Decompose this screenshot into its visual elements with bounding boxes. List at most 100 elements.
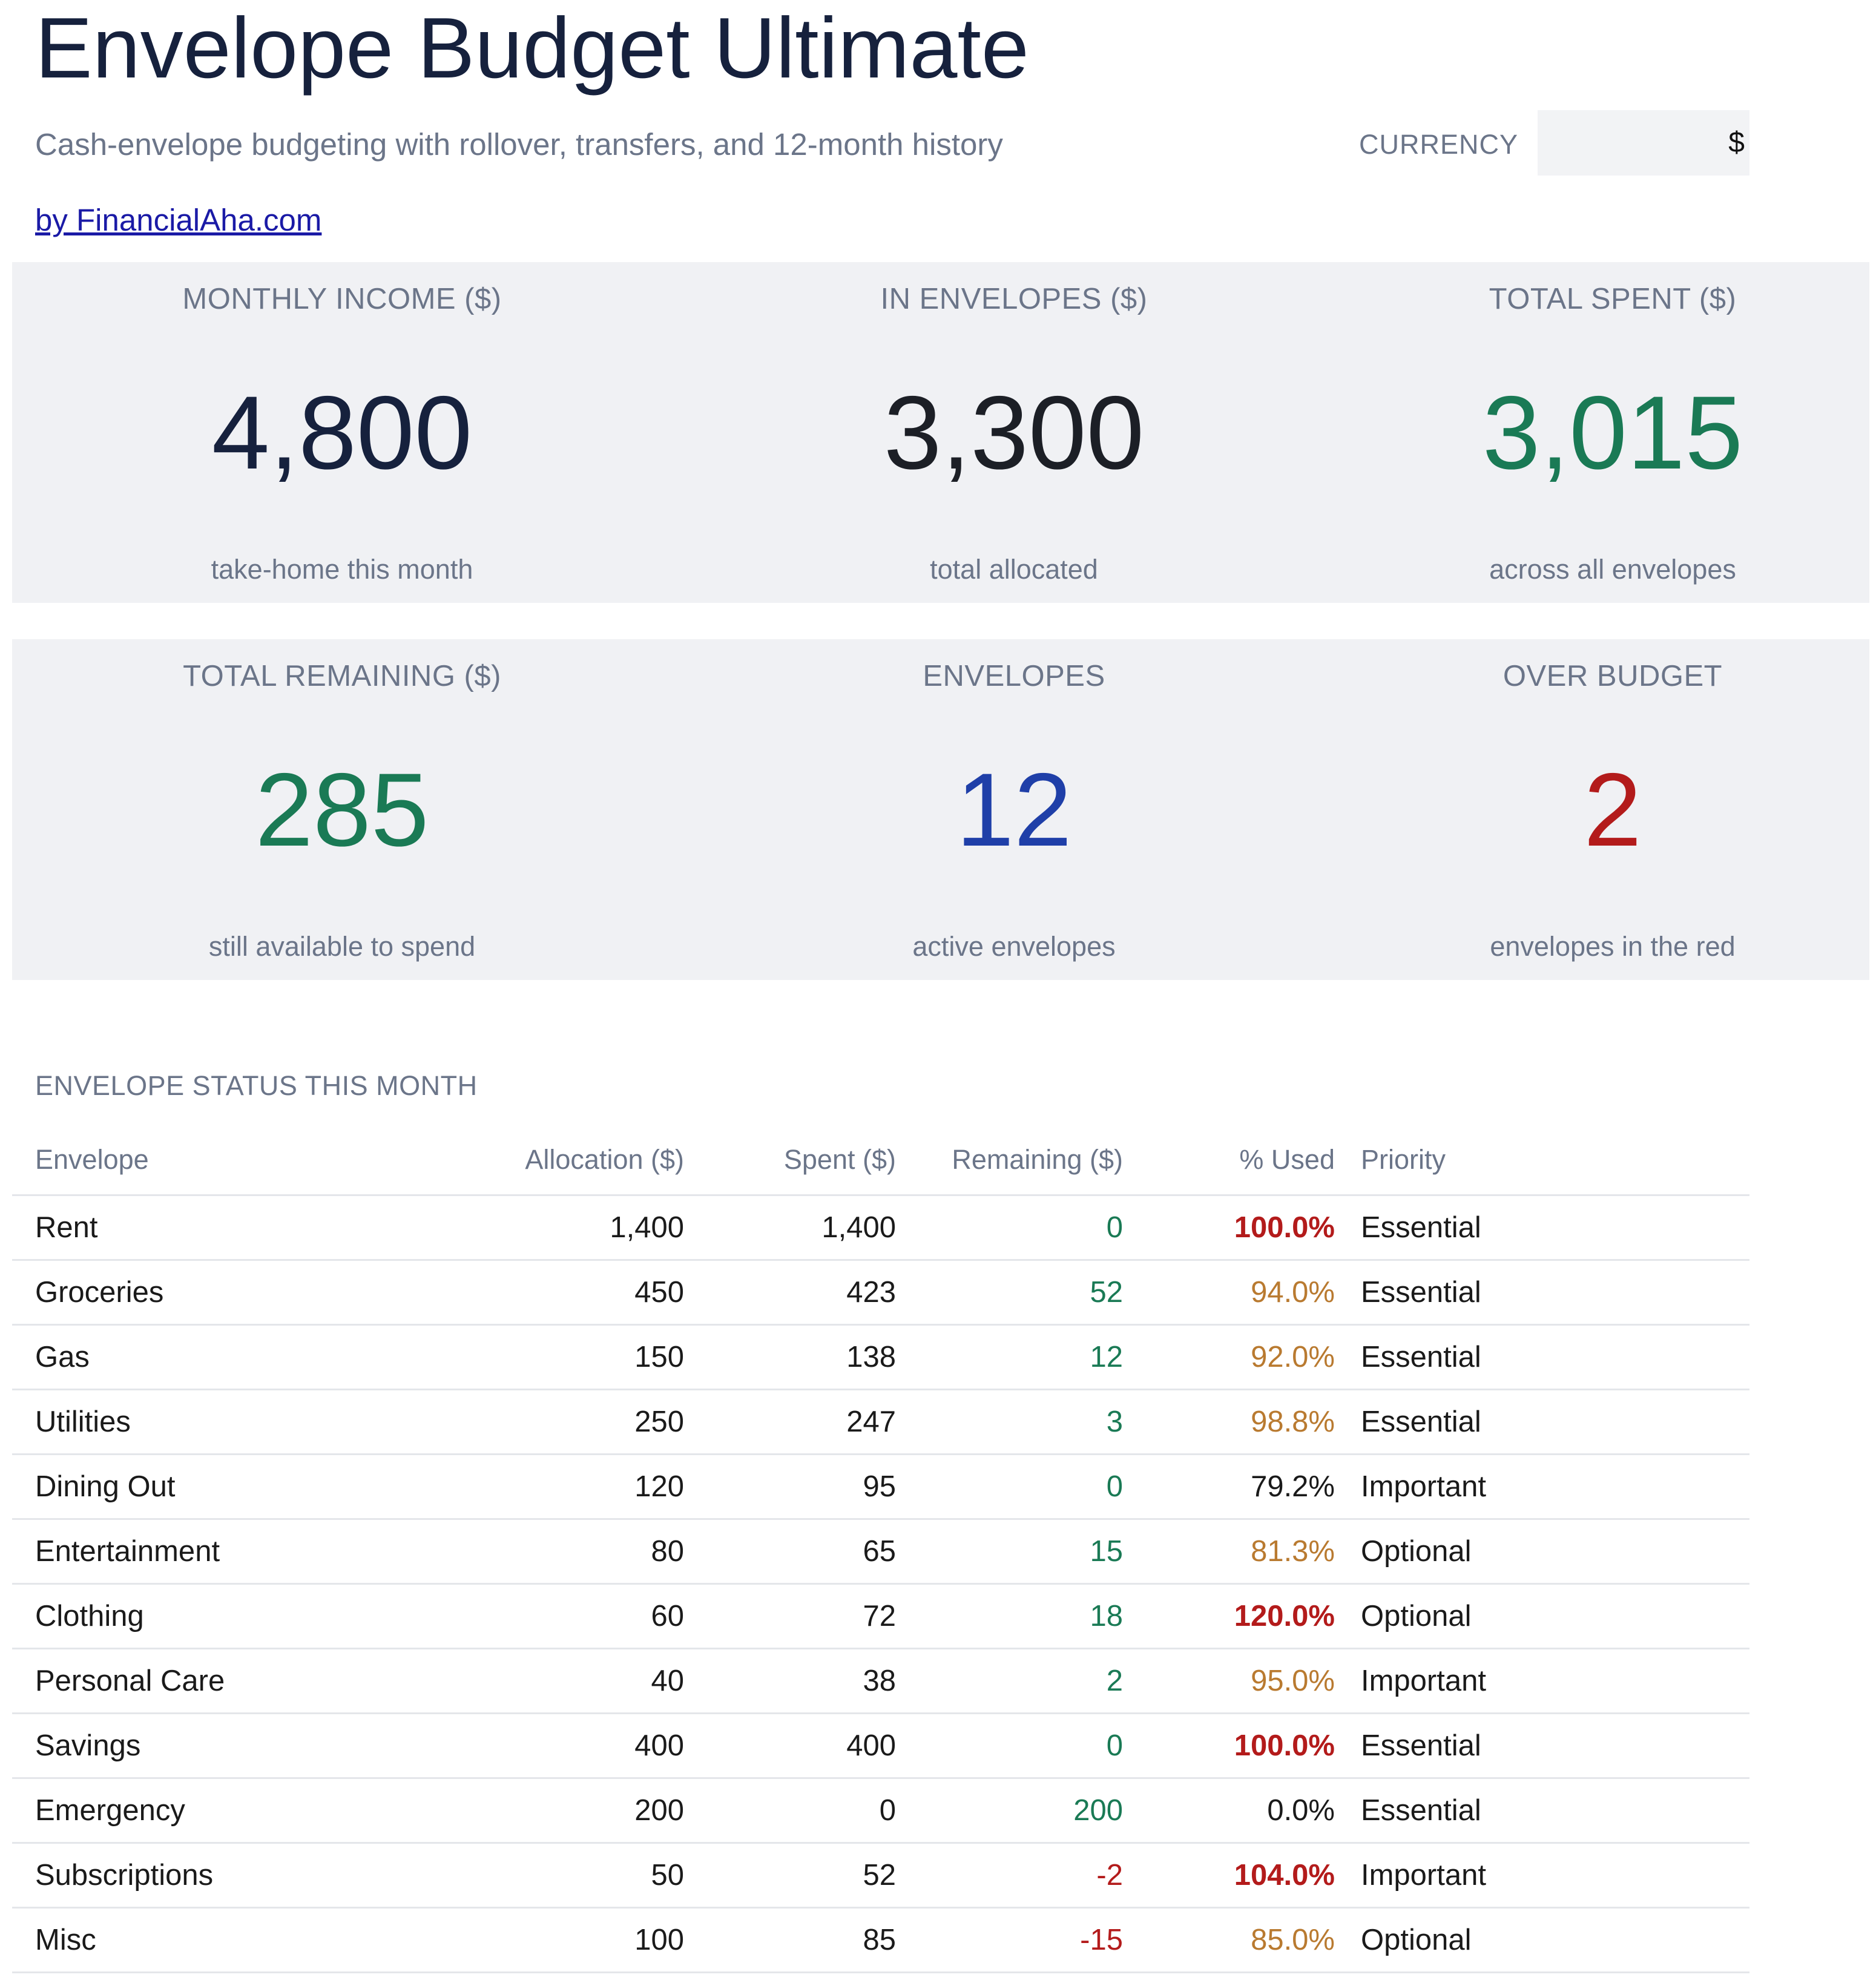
cell-envelope: Entertainment: [35, 1535, 220, 1568]
cell-remaining: -15: [1080, 1924, 1123, 1956]
table-row[interactable]: Misc 100 85 -15 85.0% Optional: [12, 1909, 1749, 1973]
cell-remaining: 15: [1090, 1535, 1123, 1568]
cell-allocation: 1,400: [610, 1211, 684, 1244]
kpi-value: 4,800: [211, 375, 473, 491]
cell-percent-used: 92.0%: [1251, 1341, 1335, 1373]
cell-spent: 0: [879, 1794, 896, 1827]
cell-allocation: 150: [634, 1341, 684, 1373]
page-title: Envelope Budget Ultimate: [35, 0, 1029, 96]
cell-envelope: Misc: [35, 1924, 96, 1956]
kpi-label: TOTAL REMAINING ($): [183, 660, 501, 692]
cell-envelope: Savings: [35, 1729, 141, 1762]
kpi-over-budget: OVER BUDGET 2 envelopes in the red: [1356, 639, 1869, 980]
kpi-label: IN ENVELOPES ($): [880, 283, 1148, 315]
cell-remaining: 0: [1106, 1211, 1123, 1244]
section-title: ENVELOPE STATUS THIS MONTH: [35, 1070, 478, 1101]
table-row[interactable]: Dining Out 120 95 0 79.2% Important: [12, 1455, 1749, 1520]
cell-envelope: Gas: [35, 1341, 90, 1373]
cell-allocation: 200: [634, 1794, 684, 1827]
cell-allocation: 400: [634, 1729, 684, 1762]
cell-percent-used: 98.8%: [1251, 1406, 1335, 1438]
column-header-remaining[interactable]: Remaining ($): [952, 1144, 1123, 1175]
cell-envelope: Emergency: [35, 1794, 185, 1827]
table-row[interactable]: Personal Care 40 38 2 95.0% Important: [12, 1649, 1749, 1714]
kpi-row-2: TOTAL REMAINING ($) 285 still available …: [12, 639, 1869, 980]
currency-label: CURRENCY: [1359, 129, 1519, 160]
cell-priority: Essential: [1361, 1794, 1481, 1827]
cell-percent-used: 120.0%: [1234, 1600, 1335, 1633]
cell-spent: 52: [863, 1859, 896, 1892]
cell-spent: 1,400: [821, 1211, 896, 1244]
kpi-caption: total allocated: [930, 554, 1098, 585]
byline-link[interactable]: by FinancialAha.com: [35, 203, 322, 237]
cell-allocation: 100: [634, 1924, 684, 1956]
table-body: Rent 1,400 1,400 0 100.0% Essential Groceries 4…: [12, 1196, 1749, 1973]
cell-spent: 400: [846, 1729, 896, 1762]
kpi-caption: still available to spend: [208, 931, 476, 962]
table-row[interactable]: Savings 400 400 0 100.0% Essential: [12, 1714, 1749, 1779]
cell-percent-used: 104.0%: [1234, 1859, 1335, 1892]
cell-percent-used: 95.0%: [1251, 1665, 1335, 1697]
cell-allocation: 60: [651, 1600, 684, 1633]
cell-spent: 95: [863, 1470, 896, 1503]
cell-remaining: 2: [1106, 1665, 1123, 1697]
cell-percent-used: 85.0%: [1251, 1924, 1335, 1956]
cell-percent-used: 100.0%: [1234, 1211, 1335, 1244]
currency-input[interactable]: $: [1538, 110, 1749, 176]
cell-priority: Essential: [1361, 1276, 1481, 1309]
cell-allocation: 40: [651, 1665, 684, 1697]
cell-remaining: 52: [1090, 1276, 1123, 1309]
cell-priority: Essential: [1361, 1341, 1481, 1373]
table-row[interactable]: Utilities 250 247 3 98.8% Essential: [12, 1390, 1749, 1455]
cell-remaining: 3: [1106, 1406, 1123, 1438]
cell-percent-used: 100.0%: [1234, 1729, 1335, 1762]
kpi-value: 285: [255, 752, 429, 868]
cell-priority: Important: [1361, 1665, 1486, 1697]
table-row[interactable]: Rent 1,400 1,400 0 100.0% Essential: [12, 1196, 1749, 1261]
cell-priority: Essential: [1361, 1406, 1481, 1438]
table-row[interactable]: Emergency 200 0 200 0.0% Essential: [12, 1779, 1749, 1844]
cell-spent: 65: [863, 1535, 896, 1568]
cell-percent-used: 94.0%: [1251, 1276, 1335, 1309]
cell-percent-used: 79.2%: [1251, 1470, 1335, 1503]
table-row[interactable]: Entertainment 80 65 15 81.3% Optional: [12, 1520, 1749, 1585]
cell-percent-used: 0.0%: [1267, 1794, 1335, 1827]
cell-remaining: 200: [1073, 1794, 1123, 1827]
kpi-caption: take-home this month: [211, 554, 473, 585]
column-header-allocation[interactable]: Allocation ($): [525, 1144, 684, 1175]
table-row[interactable]: Subscriptions 50 52 -2 104.0% Important: [12, 1844, 1749, 1909]
cell-priority: Essential: [1361, 1211, 1481, 1244]
cell-envelope: Subscriptions: [35, 1859, 214, 1892]
kpi-total-spent: TOTAL SPENT ($) 3,015 across all envelop…: [1356, 262, 1869, 603]
cell-spent: 247: [846, 1406, 896, 1438]
cell-spent: 138: [846, 1341, 896, 1373]
kpi-label: TOTAL SPENT ($): [1489, 283, 1737, 315]
cell-allocation: 50: [651, 1859, 684, 1892]
cell-spent: 38: [863, 1665, 896, 1697]
kpi-row-1: MONTHLY INCOME ($) 4,800 take-home this …: [12, 262, 1869, 603]
column-header-spent[interactable]: Spent ($): [783, 1144, 896, 1175]
cell-spent: 72: [863, 1600, 896, 1633]
cell-priority: Essential: [1361, 1729, 1481, 1762]
kpi-monthly-income: MONTHLY INCOME ($) 4,800 take-home this …: [12, 262, 672, 603]
cell-remaining: 0: [1106, 1470, 1123, 1503]
table-row[interactable]: Clothing 60 72 18 120.0% Optional: [12, 1585, 1749, 1649]
kpi-envelopes: ENVELOPES 12 active envelopes: [672, 639, 1356, 980]
column-header-envelope[interactable]: Envelope: [35, 1144, 149, 1175]
column-header-priority[interactable]: Priority: [1361, 1144, 1446, 1175]
kpi-caption: active envelopes: [912, 931, 1116, 962]
cell-spent: 423: [846, 1276, 896, 1309]
table-row[interactable]: Gas 150 138 12 92.0% Essential: [12, 1326, 1749, 1390]
cell-priority: Optional: [1361, 1600, 1472, 1633]
column-header-percent-used[interactable]: % Used: [1239, 1144, 1335, 1175]
kpi-label: OVER BUDGET: [1502, 660, 1723, 692]
cell-remaining: 12: [1090, 1341, 1123, 1373]
envelope-status-table: Envelope Allocation ($) Spent ($) Remain…: [12, 1137, 1749, 1973]
cell-allocation: 450: [634, 1276, 684, 1309]
cell-remaining: 0: [1106, 1729, 1123, 1762]
kpi-caption: envelopes in the red: [1490, 931, 1736, 962]
table-row[interactable]: Groceries 450 423 52 94.0% Essential: [12, 1261, 1749, 1326]
page-subtitle: Cash-envelope budgeting with rollover, t…: [35, 127, 1003, 162]
cell-allocation: 120: [634, 1470, 684, 1503]
cell-allocation: 80: [651, 1535, 684, 1568]
